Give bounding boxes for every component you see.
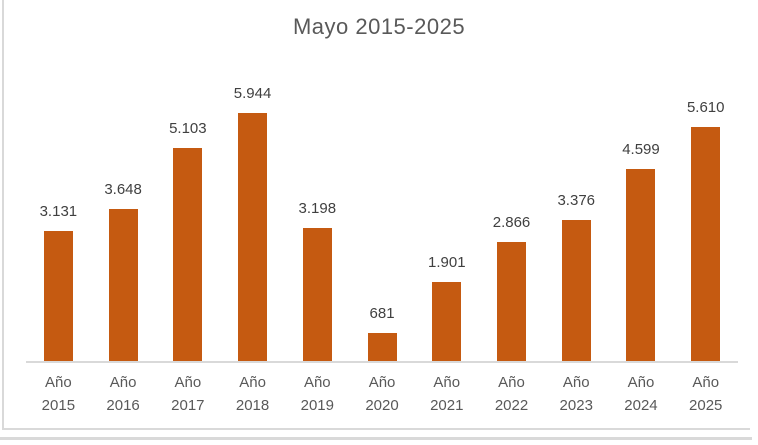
bar [302,228,332,361]
x-axis-label: Año 2022 [494,374,529,414]
bar [238,113,268,361]
x-axis-labels: Año 2015 Año 2016 Año 2017 Año 2018 Año 2019 Año 20… [26,371,738,417]
data-label: 681 [369,305,395,322]
bar [497,242,526,361]
bars-row: 3.131 3.648 5.103 5.944 3.198 681 1.901 2.866 3.… [26,55,738,361]
plot-area: 3.131 3.648 5.103 5.944 3.198 681 1.901 2.866 3.… [26,55,738,361]
x-axis-label: Año 2024 [624,374,658,414]
x-axis-label: Año 2017 [171,374,205,414]
data-label: 3.648 [104,181,142,198]
x-axis-label: Año 2021 [430,374,464,414]
frame-border-left [2,0,4,430]
data-label: 4.599 [622,141,660,158]
bar [432,282,462,361]
frame-border-bottom-outer [0,437,752,440]
x-axis-label: Año 2023 [559,374,593,414]
bar [561,220,591,361]
frame-border-bottom-inner [4,428,750,430]
x-axis-label: Año 2025 [689,374,723,414]
bar [367,333,397,361]
bar-group: 681 [350,305,415,361]
bar-group: 2.866 [479,214,544,361]
bar-group: 3.376 [544,192,609,361]
data-label: 3.376 [557,192,596,209]
bar [173,148,203,361]
bar [108,209,138,361]
bar [691,127,721,361]
x-axis-label: Año 2016 [106,374,140,414]
data-label: 2.866 [492,214,531,231]
x-axis-label: Año 2015 [41,374,76,414]
data-label: 1.901 [428,254,466,271]
x-axis-label: Año 2018 [235,374,270,414]
bar-group: 4.599 [609,141,674,361]
chart-title: Mayo 2015-2025 [292,14,466,39]
bar-group: 3.648 [91,181,156,361]
bar-group: 5.610 [673,99,738,361]
bar-group: 5.103 [155,120,220,361]
bar-group: 3.131 [26,203,91,361]
x-axis-label: Año 2020 [365,374,399,414]
bar-group: 3.198 [285,200,350,361]
x-axis-label: Año 2019 [300,374,334,414]
data-label: 3.131 [39,203,78,220]
data-label: 5.103 [169,120,207,137]
bar [626,169,656,361]
data-label: 5.610 [686,99,725,116]
bar-group: 1.901 [414,254,479,361]
data-label: 3.198 [298,200,337,217]
x-axis-line [26,361,738,363]
bar-group: 5.944 [220,85,285,361]
bar [43,231,73,361]
data-label: 5.944 [233,85,272,102]
